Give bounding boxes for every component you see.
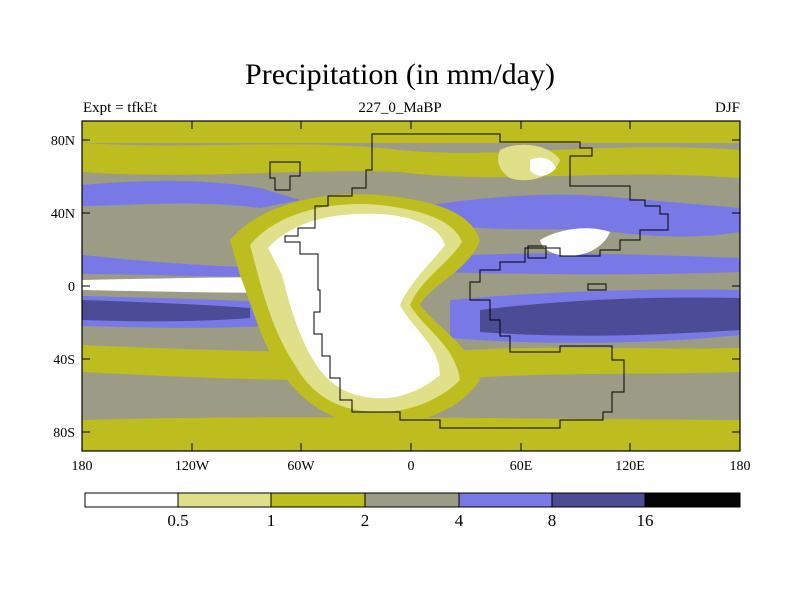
field-arid-patch-east bbox=[540, 228, 610, 256]
lon-tick-marks bbox=[191, 121, 631, 451]
lon-label-0: 0 bbox=[408, 459, 415, 474]
lat-tick-marks bbox=[82, 139, 740, 433]
island-outline-3 bbox=[587, 283, 607, 291]
colorbar-label-3: 2 bbox=[361, 511, 370, 530]
colorbar-label-2: 1 bbox=[267, 511, 276, 530]
field-polar-south bbox=[82, 417, 740, 451]
field-north-midlat bbox=[82, 143, 740, 178]
field-eq-heavy-west bbox=[82, 300, 250, 322]
colorbar-box-6 bbox=[552, 493, 645, 507]
lat-label-0: 0 bbox=[68, 280, 75, 295]
field-eq-north-east bbox=[430, 253, 740, 275]
lon-label-180w: 180 bbox=[72, 459, 93, 474]
lat-label-40s: 40S bbox=[53, 353, 75, 368]
lat-label-40n: 40N bbox=[51, 207, 75, 222]
colorbar-box-4 bbox=[365, 493, 459, 507]
island-outline-1 bbox=[269, 161, 301, 191]
colorbar-label-6: 16 bbox=[637, 511, 654, 530]
colorbar-label-4: 4 bbox=[455, 511, 464, 530]
lon-label-120w: 120W bbox=[175, 459, 210, 474]
lat-label-80n: 80N bbox=[51, 134, 75, 149]
field-polar-north bbox=[82, 121, 740, 143]
field-north-eurasia-track bbox=[430, 194, 740, 237]
field-north-pacific-track bbox=[82, 180, 300, 208]
colorbar-box-1 bbox=[85, 493, 178, 507]
colorbar-label-1: 0.5 bbox=[167, 511, 188, 530]
lon-label-180e: 180 bbox=[730, 459, 751, 474]
colorbar-box-2 bbox=[178, 493, 271, 507]
field-eq-heavy-east bbox=[480, 297, 740, 336]
island-outline-2 bbox=[527, 245, 547, 259]
colorbar-box-5 bbox=[459, 493, 552, 507]
season-label: DJF bbox=[714, 100, 740, 116]
colorbar-label-5: 8 bbox=[548, 511, 557, 530]
field-pangaea-arid bbox=[268, 213, 445, 399]
colorbar-frame bbox=[84, 492, 741, 508]
field-arid-north bbox=[530, 157, 556, 176]
precip-fields bbox=[82, 121, 740, 451]
colorbar bbox=[84, 492, 741, 508]
lon-label-120e: 120E bbox=[615, 459, 645, 474]
experiment-label: Expt = tfkEt bbox=[83, 100, 158, 116]
lon-label-60e: 60E bbox=[510, 459, 533, 474]
colorbar-box-3 bbox=[271, 493, 365, 507]
pangaea-coastline bbox=[284, 133, 669, 429]
lon-label-60w: 60W bbox=[287, 459, 315, 474]
lat-label-80s: 80S bbox=[53, 426, 75, 441]
colorbar-box-7 bbox=[645, 493, 740, 507]
map-title: Precipitation (in mm/day) bbox=[245, 58, 555, 91]
period-label: 227_0_MaBP bbox=[358, 100, 442, 116]
